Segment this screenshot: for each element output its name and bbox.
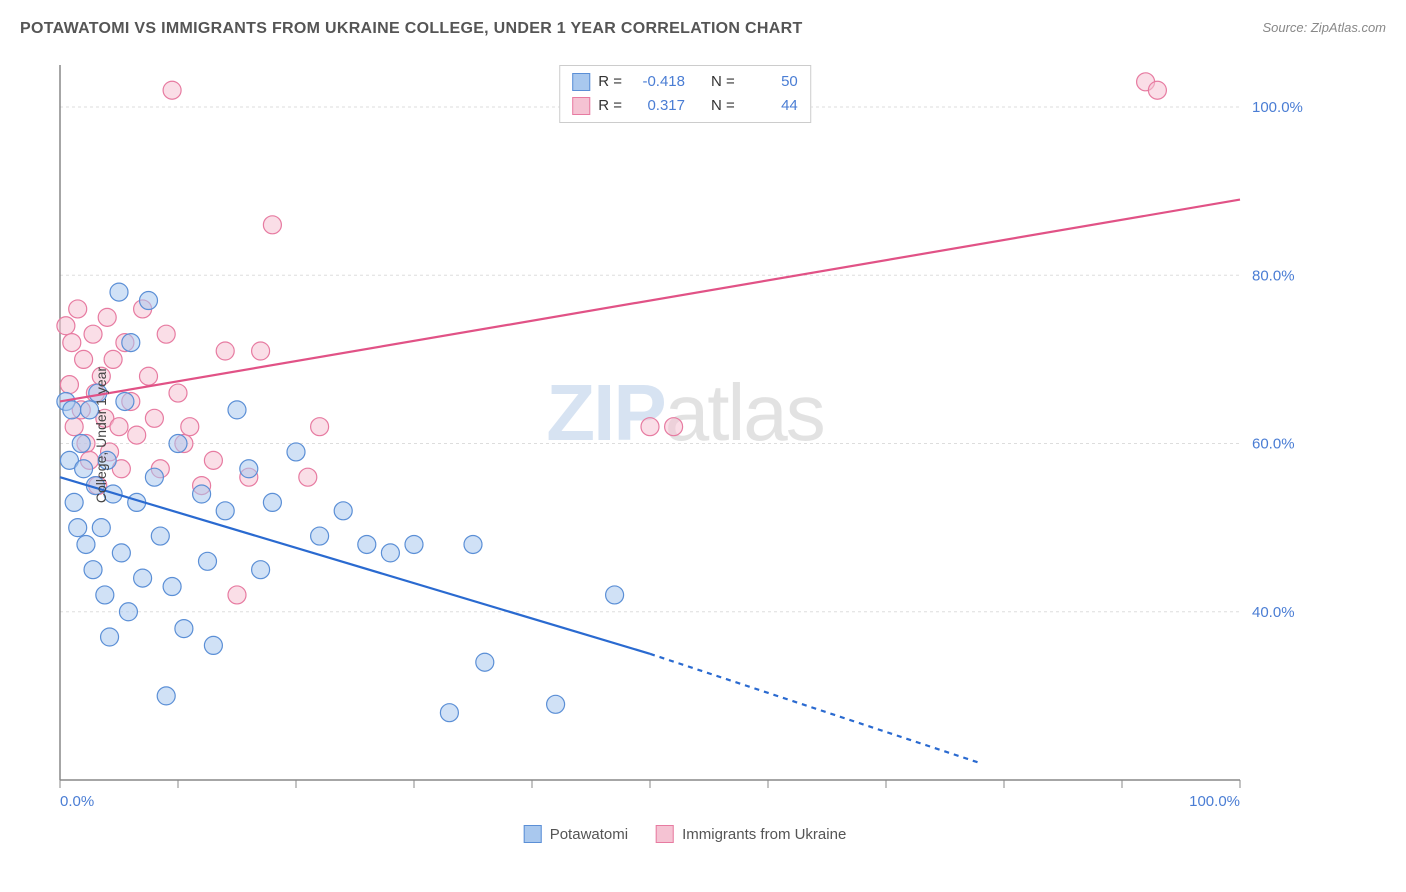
n-value-series2: 44 bbox=[743, 94, 798, 118]
svg-text:40.0%: 40.0% bbox=[1252, 604, 1295, 621]
svg-text:80.0%: 80.0% bbox=[1252, 267, 1295, 284]
legend-correlation: R = -0.418 N = 50 R = 0.317 N = 44 bbox=[559, 65, 811, 123]
svg-text:100.0%: 100.0% bbox=[1252, 99, 1303, 116]
source-label: Source: ZipAtlas.com bbox=[1262, 20, 1386, 35]
legend-row-series2: R = 0.317 N = 44 bbox=[572, 94, 798, 118]
scatter-plot: 40.0% 60.0% 80.0% 100.0% 0.0% 100.0% bbox=[55, 60, 1315, 810]
r-value-series1: -0.418 bbox=[630, 70, 685, 94]
swatch-series1-bottom bbox=[524, 825, 542, 843]
swatch-series2-bottom bbox=[656, 825, 674, 843]
svg-text:100.0%: 100.0% bbox=[1189, 793, 1240, 810]
legend-series: Potawatomi Immigrants from Ukraine bbox=[524, 825, 847, 843]
n-value-series1: 50 bbox=[743, 70, 798, 94]
swatch-series1 bbox=[572, 73, 590, 91]
legend-row-series1: R = -0.418 N = 50 bbox=[572, 70, 798, 94]
r-value-series2: 0.317 bbox=[630, 94, 685, 118]
chart-title: POTAWATOMI VS IMMIGRANTS FROM UKRAINE CO… bbox=[20, 20, 803, 38]
legend-item-series2: Immigrants from Ukraine bbox=[656, 825, 846, 843]
chart-header: POTAWATOMI VS IMMIGRANTS FROM UKRAINE CO… bbox=[20, 20, 1386, 38]
y-axis-title: College, Under 1 year bbox=[93, 367, 109, 503]
legend-item-series1: Potawatomi bbox=[524, 825, 628, 843]
svg-text:60.0%: 60.0% bbox=[1252, 436, 1295, 453]
svg-text:0.0%: 0.0% bbox=[60, 793, 94, 810]
swatch-series2 bbox=[572, 97, 590, 115]
chart-area: ZIPatlas 40.0%60.0%80.0%100.0%0.0%100.0%… bbox=[55, 60, 1315, 810]
